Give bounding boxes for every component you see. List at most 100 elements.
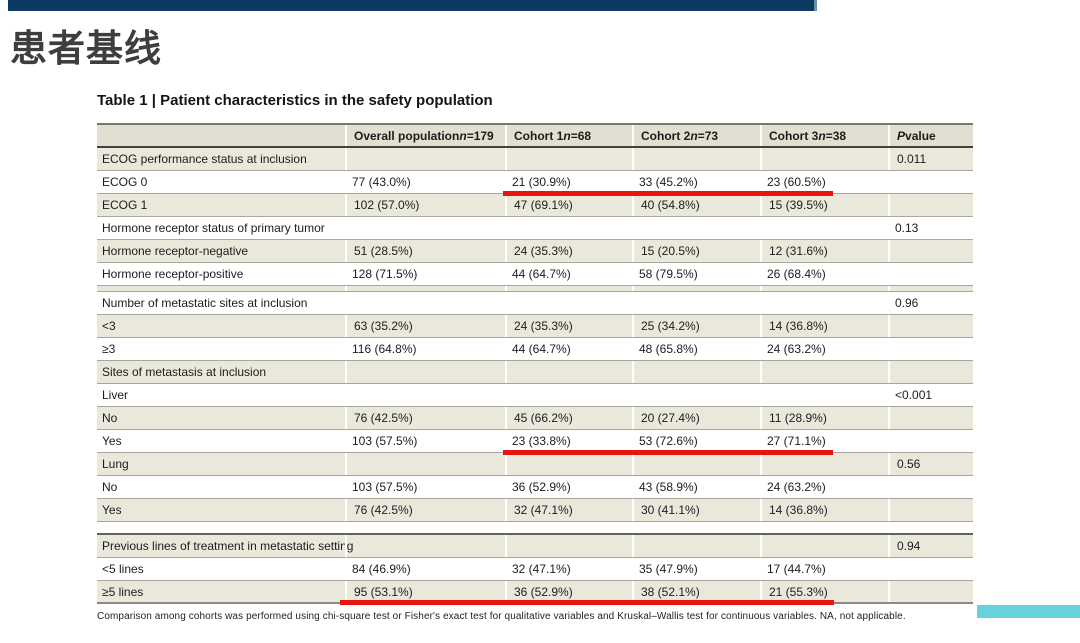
data-cell: 36 (52.9%) [505, 581, 632, 602]
row-label: Hormone receptor-positive [102, 267, 244, 281]
data-cell: 17 (44.7%) [767, 562, 826, 576]
p-value-cell [888, 240, 973, 262]
data-cell: 15 (20.5%) [632, 240, 760, 262]
data-cell: 76 (42.5%) [345, 499, 505, 521]
data-cell: 26 (68.4%) [767, 267, 826, 281]
data-cell: 58 (79.5%) [639, 267, 698, 281]
data-cell [505, 535, 632, 557]
table-row: Number of metastatic sites at inclusion 0… [97, 292, 973, 315]
data-cell [345, 453, 505, 475]
data-cell: 12 (31.6%) [760, 240, 888, 262]
row-label: Hormone receptor-negative [102, 244, 249, 258]
p-value-cell: 0.94 [888, 535, 973, 557]
p-value-cell: 0.96 [895, 296, 919, 310]
row-label: Liver [102, 388, 129, 402]
data-cell: 27 (71.1%) [767, 434, 826, 448]
top-accent-bar-tip [814, 0, 817, 11]
row-label: <3 [102, 319, 116, 333]
column-header: P value [888, 125, 973, 146]
data-cell: 95 (53.1%) [345, 581, 505, 602]
data-cell: 36 (52.9%) [512, 480, 571, 494]
patient-characteristics-table: Overall population n =179 Cohort 1 n =68 Coh… [97, 123, 973, 605]
data-cell: 25 (34.2%) [632, 315, 760, 337]
data-cell: 44 (64.7%) [512, 342, 571, 356]
row-label: Previous lines of treatment in metastati… [102, 539, 354, 553]
row-label: <5 lines [102, 562, 144, 576]
table-row: Lung 0.56 [97, 453, 973, 476]
table-row: ECOG 0 77 (43.0%) 21 (30.9%) 33 (45.2%) 23 (… [97, 171, 973, 196]
data-cell: 76 (42.5%) [345, 407, 505, 429]
row-label: ≥3 [102, 342, 116, 356]
data-cell: 32 (47.1%) [512, 562, 571, 576]
data-cell: 102 (57.0%) [345, 194, 505, 216]
p-value-cell [888, 194, 973, 216]
table-row: Yes 103 (57.5%) 23 (33.8%) 53 (72.6%) 27 (71… [97, 430, 973, 455]
data-cell: 45 (66.2%) [505, 407, 632, 429]
data-cell: 11 (28.9%) [760, 407, 888, 429]
data-cell: 24 (63.2%) [767, 342, 826, 356]
data-cell: 24 (35.3%) [505, 240, 632, 262]
table-row: ≥3 116 (64.8%) 44 (64.7%) 48 (65.8%) 24 (63.… [97, 338, 973, 361]
row-label: ECOG performance status at inclusion [102, 152, 307, 166]
p-value-cell [888, 581, 973, 602]
table-section-gap [97, 522, 973, 535]
data-cell [505, 453, 632, 475]
data-cell: 63 (35.2%) [345, 315, 505, 337]
p-value-cell [888, 407, 973, 429]
data-cell: 21 (55.3%) [760, 581, 888, 602]
data-cell: 53 (72.6%) [639, 434, 698, 448]
row-label: ECOG 0 [102, 175, 148, 189]
top-accent-bar [8, 0, 817, 11]
data-cell [760, 453, 888, 475]
data-cell [345, 361, 505, 383]
data-cell: 116 (64.8%) [352, 342, 417, 356]
data-cell: 23 (33.8%) [512, 434, 571, 448]
data-cell: 23 (60.5%) [767, 175, 826, 189]
row-label: ECOG 1 [102, 198, 148, 212]
table-caption: Table 1 | Patient characteristics in the… [97, 92, 493, 109]
data-cell: 15 (39.5%) [760, 194, 888, 216]
table-row: <3 63 (35.2%) 24 (35.3%) 25 (34.2%) 14 (36.8… [97, 315, 973, 338]
table-row: Sites of metastasis at inclusion [97, 361, 973, 384]
data-cell: 43 (58.9%) [639, 480, 698, 494]
data-cell [760, 361, 888, 383]
p-value-cell: 0.56 [888, 453, 973, 475]
header-empty-cell [97, 125, 345, 146]
data-cell: 14 (36.8%) [760, 499, 888, 521]
data-cell: 44 (64.7%) [512, 267, 571, 281]
data-cell [505, 361, 632, 383]
data-cell: 77 (43.0%) [352, 175, 411, 189]
table-row: Previous lines of treatment in metastati… [97, 535, 973, 558]
column-header: Overall population n =179 [345, 125, 505, 146]
table-row: Liver <0.001 [97, 384, 973, 407]
data-cell: 103 (57.5%) [352, 434, 418, 448]
highlight-red-underline [503, 191, 833, 196]
data-cell [632, 453, 760, 475]
data-cell [632, 361, 760, 383]
data-cell: 103 (57.5%) [352, 480, 418, 494]
slide-title: 患者基线 [10, 28, 162, 69]
table-row: ≥5 lines 95 (53.1%) 36 (52.9%) 38 (52.1%) 21… [97, 581, 973, 605]
table-row: Yes 76 (42.5%) 32 (47.1%) 30 (41.1%) 14 (36.… [97, 499, 973, 522]
data-cell: 128 (71.5%) [352, 267, 418, 281]
row-label: Yes [102, 434, 122, 448]
data-cell [760, 535, 888, 557]
data-cell: 33 (45.2%) [639, 175, 698, 189]
table-footnote: Comparison among cohorts was performed u… [97, 611, 906, 622]
data-cell: 30 (41.1%) [632, 499, 760, 521]
data-cell: 47 (69.1%) [505, 194, 632, 216]
p-value-cell [888, 315, 973, 337]
data-cell: 38 (52.1%) [632, 581, 760, 602]
data-cell [632, 148, 760, 170]
row-label: Sites of metastasis at inclusion [102, 365, 267, 379]
row-label: Lung [102, 457, 129, 471]
table-row: Hormone receptor status of primary tumor… [97, 217, 973, 240]
data-cell: 14 (36.8%) [760, 315, 888, 337]
table-row: Hormone receptor-negative 51 (28.5%) 24 (3… [97, 240, 973, 263]
row-label: Yes [102, 503, 122, 517]
table-header-row: Overall population n =179 Cohort 1 n =68 Coh… [97, 123, 973, 148]
table-row: ECOG performance status at inclusion 0.01… [97, 148, 973, 171]
row-label: Hormone receptor status of primary tumor [102, 221, 325, 235]
table-row: No 103 (57.5%) 36 (52.9%) 43 (58.9%) 24 (63.… [97, 476, 973, 499]
